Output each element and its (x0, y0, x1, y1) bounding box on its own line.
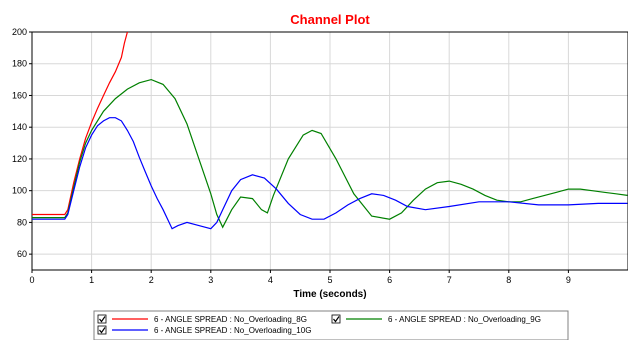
x-tick-label: 0 (29, 275, 34, 285)
x-axis: 0 1 2 3 4 5 6 7 8 9 (29, 270, 571, 285)
check-icon (99, 316, 106, 323)
series-line-1 (32, 32, 128, 216)
y-axis: 60 80 100 120 140 160 180 200 (12, 27, 32, 259)
legend-checkbox[interactable] (331, 314, 341, 324)
series-line-2 (32, 78, 628, 229)
legend-label: 6 - ANGLE SPREAD : No_Overloading_10G (154, 326, 311, 335)
legend: 6 - ANGLE SPREAD : No_Overloading_8G 6 - … (93, 310, 569, 340)
y-tick-label: 140 (12, 122, 27, 132)
x-tick-label: 9 (566, 275, 571, 285)
chart-title: Channel Plot (290, 12, 370, 27)
legend-box (93, 310, 569, 340)
legend-item[interactable]: 6 - ANGLE SPREAD : No_Overloading_10G (97, 325, 311, 335)
legend-label: 6 - ANGLE SPREAD : No_Overloading_8G (154, 315, 307, 324)
legend-checkbox[interactable] (97, 325, 107, 335)
y-tick-label: 160 (12, 90, 27, 100)
grid-lines (31, 31, 628, 270)
legend-item[interactable]: 6 - ANGLE SPREAD : No_Overloading_9G (331, 314, 541, 324)
x-tick-label: 3 (208, 275, 213, 285)
x-tick-label: 7 (447, 275, 452, 285)
y-tick-label: 120 (12, 154, 27, 164)
legend-checkbox[interactable] (97, 314, 107, 324)
y-tick-label: 60 (17, 249, 27, 259)
x-tick-label: 6 (387, 275, 392, 285)
x-tick-label: 4 (268, 275, 273, 285)
check-icon (333, 316, 340, 323)
x-tick-label: 5 (327, 275, 332, 285)
y-tick-label: 180 (12, 59, 27, 69)
legend-item[interactable]: 6 - ANGLE SPREAD : No_Overloading_8G (97, 314, 307, 324)
series-line-3 (32, 117, 628, 230)
series-lines (32, 32, 628, 230)
check-icon (99, 327, 106, 334)
x-axis-title: Time (seconds) (293, 289, 366, 300)
y-tick-label: 200 (12, 27, 27, 37)
x-tick-label: 1 (89, 275, 94, 285)
legend-label: 6 - ANGLE SPREAD : No_Overloading_9G (388, 315, 541, 324)
y-tick-label: 80 (17, 217, 27, 227)
y-tick-label: 100 (12, 186, 27, 196)
x-tick-label: 2 (149, 275, 154, 285)
x-tick-label: 8 (506, 275, 511, 285)
